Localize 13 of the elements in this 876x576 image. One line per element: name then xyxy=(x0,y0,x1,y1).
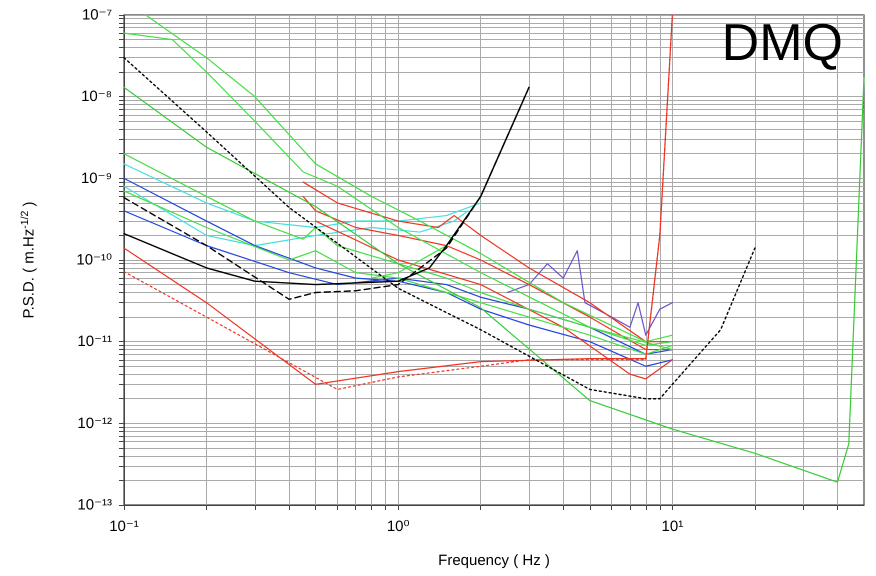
y-tick-label: 10⁻¹³ xyxy=(77,496,112,514)
x-axis-title: Frequency ( Hz ) xyxy=(438,552,550,569)
y-tick-label: 10⁻¹⁰ xyxy=(76,252,112,268)
y-tick-label: 10⁻⁹ xyxy=(80,170,112,187)
y-axis-title: P.S.D. ( m.Hz-1/2 ) xyxy=(19,202,38,319)
x-tick-label: 10¹ xyxy=(662,518,684,535)
y-tick-label: 10⁻¹¹ xyxy=(77,333,112,350)
y-tick-label: 10⁻⁸ xyxy=(81,88,112,106)
y-tick-label: 10⁻⁷ xyxy=(82,6,112,24)
x-tick-label: 10⁰ xyxy=(386,518,410,535)
x-tick-label: 10⁻¹ xyxy=(109,518,139,535)
chart-title: DMQ xyxy=(722,14,844,72)
y-tick-label: 10⁻¹² xyxy=(77,414,112,432)
